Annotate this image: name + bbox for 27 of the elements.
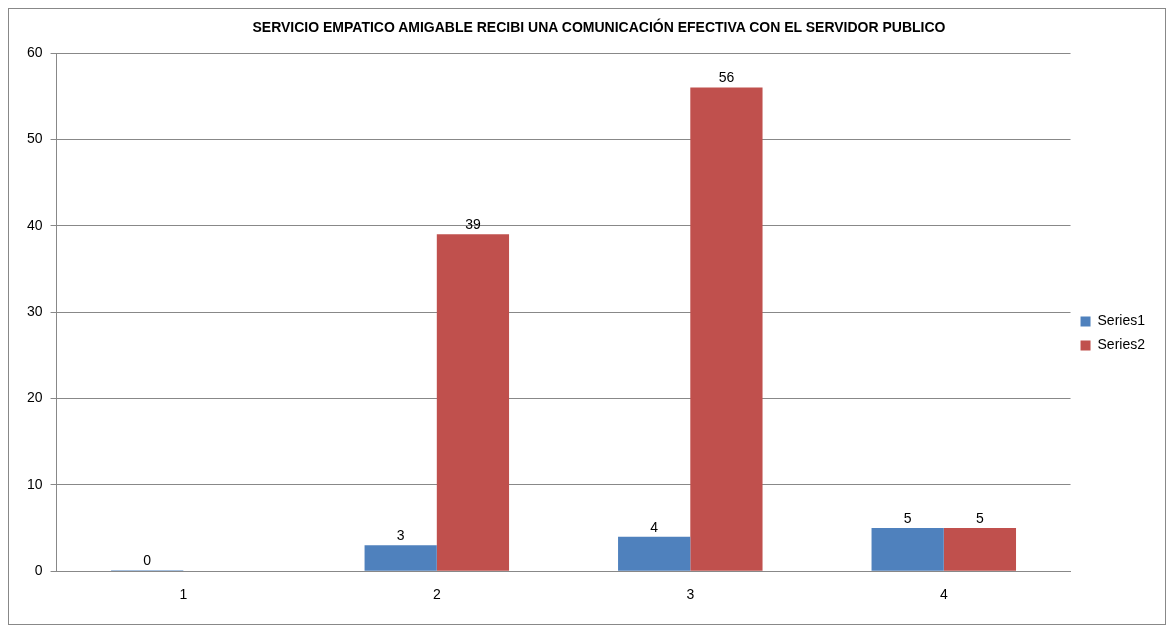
x-tick-label: 3	[686, 586, 695, 603]
bar	[364, 545, 437, 571]
data-label: 3	[396, 527, 405, 544]
data-label: 56	[718, 69, 735, 86]
chart-title: SERVICIO EMPATICO AMIGABLE RECIBI UNA COMUNICACIÓN EFECTIVA CON EL SERVIDOR PUBLICO	[251, 19, 947, 36]
y-tick-label: 10	[26, 475, 43, 492]
data-label: 0	[143, 552, 152, 569]
y-tick-label: 50	[26, 130, 43, 147]
data-label: 5	[976, 509, 985, 526]
y-tick-label: 60	[26, 43, 43, 60]
x-tick-label: 4	[939, 586, 948, 603]
y-tick-label: 0	[34, 562, 43, 579]
y-tick-label: 40	[26, 216, 43, 233]
data-label: 5	[903, 509, 912, 526]
y-tick-label: 20	[26, 389, 43, 406]
x-tick-label: 2	[432, 586, 441, 603]
bar	[436, 234, 510, 571]
legend-label: Series1	[1097, 312, 1146, 329]
bar	[690, 87, 763, 571]
bar	[618, 536, 691, 571]
legend-label: Series2	[1097, 336, 1146, 353]
data-label: 39	[465, 216, 481, 233]
bar	[871, 528, 944, 571]
bar	[943, 528, 1017, 571]
data-label: 4	[650, 518, 659, 535]
y-tick-label: 30	[26, 302, 43, 319]
x-tick-label: 1	[179, 586, 188, 603]
